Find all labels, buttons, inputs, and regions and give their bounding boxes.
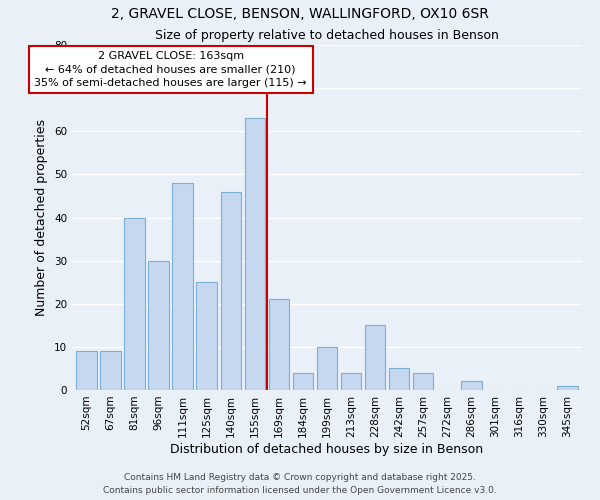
Title: Size of property relative to detached houses in Benson: Size of property relative to detached ho… [155, 30, 499, 43]
Bar [100, 351, 121, 390]
Bar [148, 260, 169, 390]
Bar [293, 373, 313, 390]
Text: 2, GRAVEL CLOSE, BENSON, WALLINGFORD, OX10 6SR: 2, GRAVEL CLOSE, BENSON, WALLINGFORD, OX… [111, 8, 489, 22]
Bar [317, 347, 337, 390]
Bar [221, 192, 241, 390]
Bar [365, 326, 385, 390]
Text: Contains HM Land Registry data © Crown copyright and database right 2025.
Contai: Contains HM Land Registry data © Crown c… [103, 474, 497, 495]
X-axis label: Distribution of detached houses by size in Benson: Distribution of detached houses by size … [170, 442, 484, 456]
Bar [413, 373, 433, 390]
Bar [557, 386, 578, 390]
Text: 2 GRAVEL CLOSE: 163sqm
← 64% of detached houses are smaller (210)
35% of semi-de: 2 GRAVEL CLOSE: 163sqm ← 64% of detached… [34, 52, 307, 88]
Bar [124, 218, 145, 390]
Bar [172, 183, 193, 390]
Bar [196, 282, 217, 390]
Bar [245, 118, 265, 390]
Bar [76, 351, 97, 390]
Y-axis label: Number of detached properties: Number of detached properties [35, 119, 49, 316]
Bar [269, 300, 289, 390]
Bar [341, 373, 361, 390]
Bar [389, 368, 409, 390]
Bar [461, 382, 482, 390]
